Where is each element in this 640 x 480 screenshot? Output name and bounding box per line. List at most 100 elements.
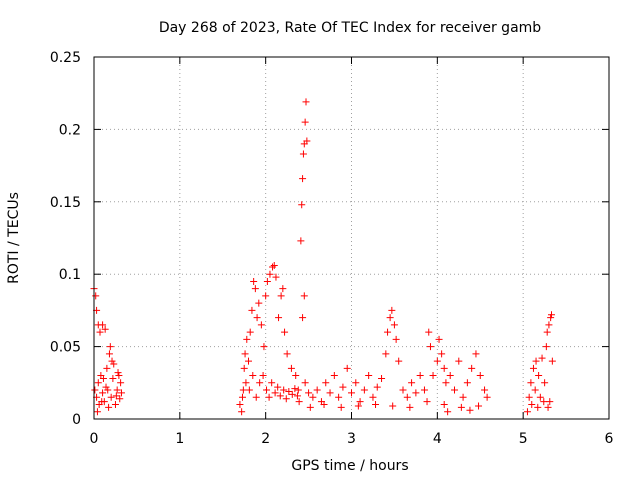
- data-point: [440, 401, 448, 409]
- data-point: [433, 357, 441, 365]
- data-point: [386, 314, 394, 322]
- data-point: [523, 408, 531, 416]
- data-point: [425, 328, 433, 336]
- data-point: [442, 379, 450, 387]
- data-point: [114, 369, 122, 377]
- data-point: [438, 350, 446, 358]
- data-point: [99, 374, 107, 382]
- data-point: [476, 372, 484, 380]
- x-tick-labels: 0 1 2 3 4 5 6: [90, 431, 614, 447]
- data-point: [292, 372, 300, 380]
- x-tick-label: 2: [261, 431, 270, 447]
- data-point: [105, 403, 113, 411]
- data-point: [255, 299, 263, 307]
- data-point: [113, 386, 121, 394]
- data-point: [389, 402, 397, 410]
- data-point: [236, 401, 244, 409]
- data-point: [93, 408, 101, 416]
- x-tick-label: 6: [605, 431, 614, 447]
- data-point: [534, 403, 542, 411]
- data-point: [541, 379, 549, 387]
- data-point: [256, 379, 264, 387]
- data-point: [298, 201, 306, 209]
- data-point: [269, 263, 277, 271]
- data-point: [529, 364, 537, 372]
- data-point: [106, 343, 114, 351]
- data-point: [108, 357, 116, 365]
- data-point: [263, 386, 271, 394]
- data-point: [352, 379, 360, 387]
- data-point: [457, 403, 465, 411]
- data-point: [547, 314, 555, 322]
- data-point: [268, 379, 276, 387]
- data-point: [343, 364, 351, 372]
- data-point: [110, 360, 118, 368]
- data-point: [546, 398, 554, 406]
- data-point: [266, 270, 274, 278]
- data-point: [245, 386, 253, 394]
- y-tick-label: 0.15: [50, 195, 81, 211]
- data-point: [291, 385, 299, 393]
- data-point: [299, 175, 307, 183]
- data-point: [102, 383, 110, 391]
- data-point: [538, 354, 546, 362]
- data-point: [271, 389, 279, 397]
- data-point: [275, 314, 283, 322]
- data-point: [531, 386, 539, 394]
- y-tick-label: 0: [72, 412, 81, 428]
- data-point: [98, 398, 106, 406]
- data-point: [481, 386, 489, 394]
- data-point: [326, 389, 334, 397]
- data-point: [92, 292, 100, 300]
- data-point: [535, 372, 543, 380]
- y-tick-labels: 0 0.05 0.1 0.15 0.2 0.25: [50, 50, 81, 428]
- data-point: [348, 389, 355, 397]
- x-axis-label: GPS time / hours: [291, 458, 408, 474]
- data-point: [388, 306, 396, 314]
- data-point: [94, 379, 102, 387]
- data-point: [416, 372, 424, 380]
- data-point: [242, 379, 250, 387]
- data-point: [543, 328, 551, 336]
- data-point: [540, 398, 548, 406]
- data-point: [536, 393, 544, 401]
- data-point: [403, 393, 411, 401]
- data-point: [306, 403, 314, 411]
- data-point: [547, 311, 555, 319]
- data-point: [468, 364, 476, 372]
- data-point: [265, 393, 273, 401]
- data-point: [99, 321, 107, 329]
- data-point: [241, 350, 249, 358]
- chart-title: Day 268 of 2023, Rate Of TEC Index for r…: [159, 20, 541, 36]
- data-point: [288, 390, 296, 398]
- data-point: [257, 321, 265, 329]
- data-point: [444, 408, 452, 416]
- data-point: [251, 285, 259, 293]
- data-point: [248, 306, 256, 314]
- data-point: [293, 392, 301, 400]
- data-point: [384, 328, 392, 336]
- data-point: [103, 364, 111, 372]
- data-point: [412, 389, 420, 397]
- data-point: [544, 403, 552, 411]
- data-point: [263, 277, 271, 285]
- data-point: [249, 372, 257, 380]
- data-point: [99, 389, 107, 397]
- data-point: [112, 392, 120, 400]
- data-point: [528, 401, 536, 409]
- data-point: [302, 98, 310, 106]
- data-point: [115, 372, 123, 380]
- data-point: [330, 372, 338, 380]
- data-point: [459, 393, 467, 401]
- data-point: [295, 398, 303, 406]
- y-axis-label: ROTI / TECUs: [6, 192, 22, 284]
- data-point: [276, 392, 284, 400]
- data-point: [117, 379, 125, 387]
- data-point: [301, 379, 309, 387]
- data-point: [238, 408, 246, 416]
- data-point: [532, 357, 540, 365]
- data-point: [96, 328, 104, 336]
- y-tick-label: 0.05: [50, 340, 81, 356]
- data-point: [246, 328, 254, 336]
- x-tick-label: 5: [519, 431, 528, 447]
